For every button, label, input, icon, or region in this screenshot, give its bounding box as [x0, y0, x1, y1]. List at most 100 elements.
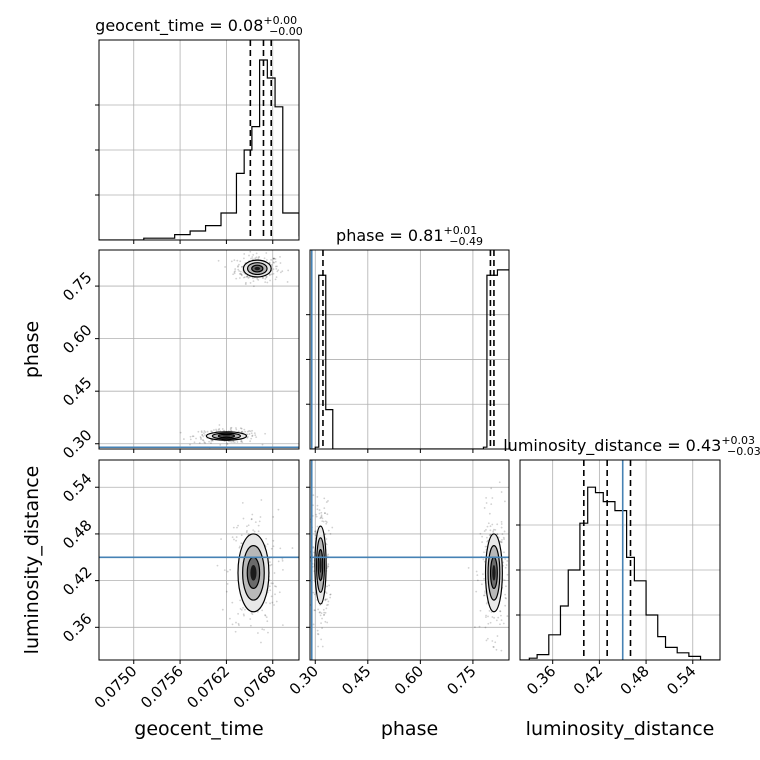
sample-point — [195, 437, 197, 440]
sample-point — [238, 546, 241, 549]
sample-point — [324, 533, 327, 536]
sample-point — [210, 442, 212, 445]
sample-point — [312, 591, 315, 594]
sample-point — [273, 572, 276, 574]
sample-point — [320, 516, 322, 519]
sample-point — [254, 257, 257, 260]
sample-point — [320, 514, 323, 517]
sample-point — [474, 626, 476, 629]
sample-point — [265, 601, 268, 604]
sample-point — [258, 520, 261, 523]
sample-point — [485, 602, 488, 605]
sample-point — [266, 620, 269, 623]
sample-point — [488, 609, 491, 612]
sample-point — [326, 621, 329, 624]
sample-point — [233, 441, 236, 444]
sample-point — [237, 612, 239, 615]
sample-point — [229, 427, 232, 430]
panel-luminosity_distance-vs-phase: 0.30 0.45 0.60 0.75 — [286, 459, 510, 698]
sample-point — [226, 582, 229, 585]
panel-frame — [98, 459, 300, 661]
sample-point — [500, 614, 502, 617]
sample-point — [275, 600, 278, 603]
sample-point — [240, 273, 243, 276]
sample-point — [236, 441, 239, 443]
sample-point — [237, 430, 240, 433]
sample-point — [265, 276, 268, 279]
sample-point — [492, 530, 495, 533]
sample-point — [217, 428, 220, 431]
sample-point — [218, 424, 221, 426]
sample-point — [264, 278, 267, 280]
sample-point — [256, 277, 259, 280]
sample-point — [211, 439, 214, 442]
sample-point — [281, 557, 284, 560]
sample-point — [244, 608, 246, 611]
sample-point — [223, 429, 226, 432]
sample-point — [500, 491, 503, 493]
sample-point — [503, 551, 505, 554]
sample-point — [215, 428, 217, 431]
sample-point — [314, 609, 316, 612]
sample-point — [234, 268, 237, 270]
sample-point — [243, 257, 245, 260]
sample-point — [231, 623, 234, 626]
sample-point — [243, 253, 246, 255]
sample-point — [247, 435, 249, 438]
sample-point — [200, 431, 203, 434]
sample-point — [235, 536, 238, 538]
sample-point — [241, 265, 244, 268]
sample-point — [500, 526, 503, 529]
sample-point — [192, 435, 195, 438]
sample-point — [255, 436, 258, 439]
sample-point — [226, 570, 229, 573]
sample-point — [326, 565, 329, 567]
sample-point — [486, 536, 488, 539]
sample-point — [493, 616, 495, 619]
sample-point — [316, 504, 319, 507]
x-tick-label: 0.30 — [286, 662, 322, 698]
sample-point — [272, 257, 275, 260]
sample-point — [329, 593, 332, 596]
sample-point — [247, 524, 250, 527]
sample-point — [246, 275, 249, 278]
sample-point — [261, 276, 264, 279]
sample-point — [250, 518, 253, 521]
sample-point — [265, 252, 268, 254]
sample-point — [503, 530, 506, 533]
x-axis-label-geocent_time: geocent_time — [134, 718, 263, 740]
density-contour — [237, 533, 270, 613]
panel-content — [99, 40, 299, 240]
sample-point — [495, 648, 498, 651]
sample-point — [491, 616, 494, 618]
sample-point — [230, 426, 233, 429]
sample-point — [326, 585, 328, 588]
sample-point — [232, 526, 235, 529]
sample-point — [483, 578, 485, 580]
sample-point — [467, 567, 470, 569]
sample-point — [484, 590, 486, 593]
sample-point — [243, 614, 245, 617]
sample-point — [319, 614, 322, 617]
sample-point — [326, 566, 329, 569]
sample-point — [480, 583, 483, 586]
sample-point — [182, 438, 185, 440]
density-contour — [217, 433, 236, 439]
sample-point — [261, 443, 264, 446]
sample-point — [483, 560, 486, 563]
sample-point — [489, 529, 492, 532]
sample-point — [273, 257, 275, 260]
panel-phase-vs-geocent_time: 0.30 0.45 0.60 0.75 — [59, 249, 300, 462]
sample-point — [262, 277, 264, 279]
sample-point — [245, 281, 247, 284]
sample-point — [255, 252, 258, 255]
sample-point — [329, 596, 332, 599]
sample-point — [253, 432, 256, 435]
sample-point — [270, 263, 273, 266]
sample-point — [478, 625, 481, 628]
sample-point — [234, 630, 237, 633]
density-contour — [487, 545, 501, 601]
sample-point — [250, 257, 252, 260]
y-axis-label-phase: phase — [21, 321, 43, 378]
density-contour — [484, 533, 503, 613]
